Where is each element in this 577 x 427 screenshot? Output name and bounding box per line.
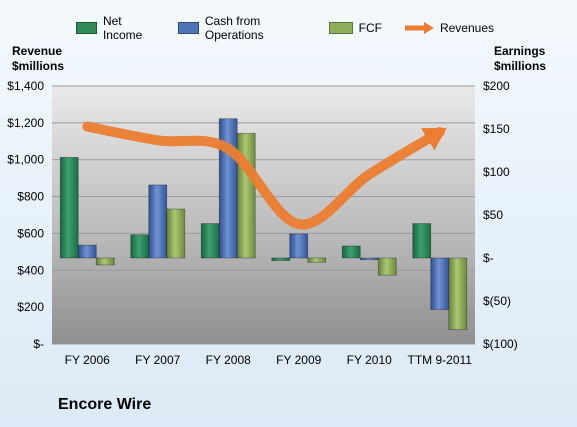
x-tick-label: FY 2006	[65, 353, 110, 367]
x-tick-label: FY 2008	[206, 353, 251, 367]
bar-cash-from-operations	[148, 184, 168, 259]
line-revenues-arrowhead	[421, 127, 447, 151]
legend-item-fcf: FCF	[328, 21, 382, 35]
bar-cash-from-operations	[218, 118, 238, 259]
bar-net-income	[341, 245, 361, 259]
x-tick-label: TTM 9-2011	[408, 353, 473, 367]
chart-footer-title: Encore Wire	[58, 396, 152, 413]
y-tick-label-right: $-	[483, 251, 494, 265]
x-tick-label: FY 2010	[347, 353, 392, 367]
legend-swatch-net-income	[76, 22, 97, 34]
legend-swatch-revenues	[404, 22, 434, 34]
y-tick-label-left: $600	[17, 226, 44, 240]
y-tick-label-right: $(50)	[483, 294, 511, 308]
legend-label-fcf: FCF	[358, 21, 382, 35]
legend-swatch-cash-from-operations	[177, 22, 199, 34]
plot-area	[52, 86, 475, 344]
line-revenues	[82, 121, 445, 230]
legend: Net Income Cash from Operations FCF Reve…	[76, 14, 516, 42]
bar-cash-from-operations	[430, 257, 450, 310]
bar-cash-from-operations	[289, 233, 309, 259]
legend-swatch-fcf	[328, 22, 353, 34]
y-tick-label-right: $100	[483, 165, 510, 179]
y-tick-label-right: $(100)	[483, 337, 518, 351]
bar-cash-from-operations	[359, 257, 379, 261]
y-tick-label-right: $200	[483, 79, 510, 93]
y-tick-label-left: $1,000	[7, 153, 44, 167]
y-tick-label-right: $50	[483, 208, 503, 222]
legend-label-cash-from-operations: Cash from Operations	[204, 14, 264, 42]
legend-item-net-income: Net Income	[76, 14, 156, 42]
y-tick-label-left: $400	[17, 263, 44, 277]
x-tick-label: FY 2007	[135, 353, 180, 367]
y-tick-label-left: $-	[33, 337, 44, 351]
legend-label-net-income: Net Income	[102, 14, 143, 42]
legend-label-revenues: Revenues	[439, 21, 494, 35]
bar-fcf	[95, 257, 115, 266]
bar-cash-from-operations	[77, 244, 97, 259]
bar-net-income	[200, 223, 220, 259]
y-tick-label-right: $150	[483, 122, 510, 136]
y-tick-label-left: $1,400	[7, 79, 44, 93]
bar-net-income	[271, 257, 291, 261]
bar-fcf	[307, 257, 327, 263]
bar-fcf	[166, 208, 186, 259]
y-axis-left-title: Revenue $millions	[12, 44, 65, 73]
y-tick-label-left: $200	[17, 300, 44, 314]
bar-fcf	[448, 257, 468, 330]
y-tick-label-left: $800	[17, 190, 44, 204]
legend-item-cash-from-operations: Cash from Operations	[177, 14, 307, 42]
y-axis-right-title: Earnings $millions	[494, 44, 547, 73]
bar-net-income	[412, 223, 432, 259]
bar-net-income	[130, 234, 150, 259]
legend-item-revenues: Revenues	[404, 21, 494, 35]
bar-fcf	[377, 257, 397, 276]
bar-net-income	[59, 156, 79, 259]
x-tick-label: FY 2009	[276, 353, 321, 367]
y-tick-label-left: $1,200	[7, 116, 44, 130]
